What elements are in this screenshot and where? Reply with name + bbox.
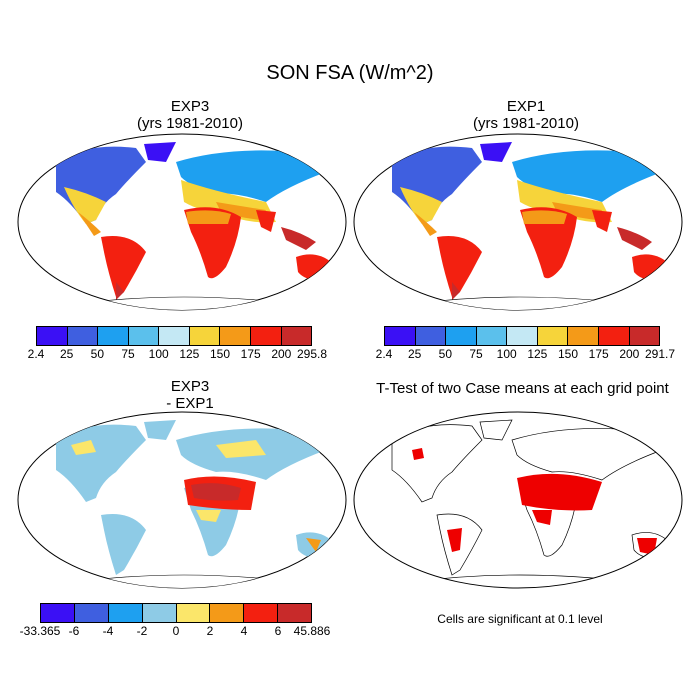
exp3-title: EXP3 (170, 98, 210, 115)
diff-colorbar-swatch (244, 604, 279, 622)
exp1-colorbar-label: 75 (469, 347, 483, 361)
diff-colorbar-swatch (210, 604, 245, 622)
diff-colorbar-labels: -33.365 -6 -4 -2 0 2 4 6 45.886 (20, 624, 331, 640)
exp3-colorbar-swatch (159, 327, 190, 345)
exp1-colorbar-label: 25 (407, 347, 422, 361)
exp1-title: EXP1 (506, 98, 546, 115)
exp1-land (392, 142, 667, 310)
diff-colorbar-label: 6 (274, 624, 282, 638)
exp3-colorbar-label: 295.8 (296, 347, 328, 361)
exp3-colorbar-label: 175 (240, 347, 261, 361)
exp1-colorbar-swatch (385, 327, 416, 345)
exp3-colorbar-swatch (128, 327, 160, 345)
exp3-colorbar-label: 200 (271, 347, 292, 361)
exp1-map (353, 133, 683, 311)
exp1-colorbar-swatch (476, 327, 508, 345)
exp1-colorbar-swatch (507, 327, 538, 345)
exp3-colorbar-swatch (98, 327, 129, 345)
exp3-colorbar-swatch (189, 327, 221, 345)
exp3-colorbar-label: 50 (90, 347, 105, 361)
exp1-panel-title: EXP1 (yrs 1981-2010) (376, 98, 676, 132)
exp3-colorbar-label: 75 (121, 347, 135, 361)
exp3-colorbar-swatch (37, 327, 68, 345)
exp3-subtitle: (yrs 1981-2010) (137, 115, 243, 132)
exp3-colorbar-swatch (250, 327, 282, 345)
exp1-colorbar-label: 125 (527, 347, 548, 361)
exp1-subtitle: (yrs 1981-2010) (473, 115, 579, 132)
figure-title: SON FSA (W/m^2) (266, 62, 434, 84)
exp1-colorbar-label: 2.4 (375, 347, 393, 361)
diff-land (56, 420, 331, 588)
exp3-colorbar-swatch (281, 327, 312, 345)
exp3-panel-title: EXP3 (yrs 1981-2010) (40, 98, 340, 132)
exp1-colorbar-swatch (568, 327, 599, 345)
diff-colorbar-label: 2 (206, 624, 214, 638)
exp3-land (56, 142, 331, 310)
diff-colorbar-label: 0 (172, 624, 180, 638)
exp1-colorbar (384, 326, 660, 346)
exp3-colorbar-label: 150 (209, 347, 231, 361)
diff-map (17, 411, 347, 589)
exp1-colorbar-swatch (415, 327, 447, 345)
exp3-map (17, 133, 347, 311)
exp1-colorbar-label: 150 (557, 347, 579, 361)
diff-panel-title: EXP3 - EXP1 (40, 378, 340, 412)
diff-colorbar-label: 4 (240, 624, 248, 638)
diff-colorbar-swatch (74, 604, 109, 622)
diff-colorbar-swatch (108, 604, 143, 622)
diff-colorbar-label: -4 (102, 624, 114, 638)
diff-colorbar-swatch (142, 604, 177, 622)
exp1-colorbar-swatch (629, 327, 660, 345)
ttest-title: T-Test of two Case means at each grid po… (376, 380, 669, 397)
exp1-colorbar-label: 100 (496, 347, 517, 361)
diff-title: EXP3 (170, 378, 210, 395)
exp3-colorbar-label: 2.4 (27, 347, 45, 361)
exp3-colorbar-label: 25 (59, 347, 74, 361)
ttest-panel-title: T-Test of two Case means at each grid po… (350, 380, 695, 397)
significance-note: Cells are significant at 0.1 level (437, 612, 603, 626)
exp1-colorbar-label: 50 (438, 347, 453, 361)
diff-colorbar-swatch (176, 604, 211, 622)
exp1-colorbar-label: 175 (588, 347, 609, 361)
exp1-colorbar-labels: 2.4 25 50 75 100 125 150 175 200 291.7 (376, 347, 675, 363)
diff-subtitle: - EXP1 (166, 395, 214, 412)
exp1-colorbar-swatch (446, 327, 477, 345)
exp3-colorbar-label: 125 (179, 347, 200, 361)
diff-colorbar-label: 45.886 (293, 624, 331, 638)
diff-colorbar-swatch (41, 604, 75, 622)
diff-colorbar-label: -2 (136, 624, 148, 638)
exp1-colorbar-swatch (537, 327, 569, 345)
exp1-colorbar-swatch (598, 327, 630, 345)
exp3-colorbar-swatch (67, 327, 99, 345)
diff-colorbar (40, 603, 312, 623)
diff-colorbar-label: -6 (68, 624, 80, 638)
ttest-map (353, 411, 683, 589)
exp3-colorbar-swatch (220, 327, 251, 345)
exp3-colorbar-labels: 2.4 25 50 75 100 125 150 175 200 295.8 (28, 347, 327, 363)
exp1-colorbar-label: 291.7 (644, 347, 676, 361)
exp3-colorbar (36, 326, 312, 346)
exp1-colorbar-label: 200 (619, 347, 640, 361)
ttest-significant-cells (412, 448, 657, 555)
exp3-colorbar-label: 100 (148, 347, 169, 361)
diff-colorbar-swatch (278, 604, 311, 622)
diff-colorbar-label: -33.365 (19, 624, 61, 638)
